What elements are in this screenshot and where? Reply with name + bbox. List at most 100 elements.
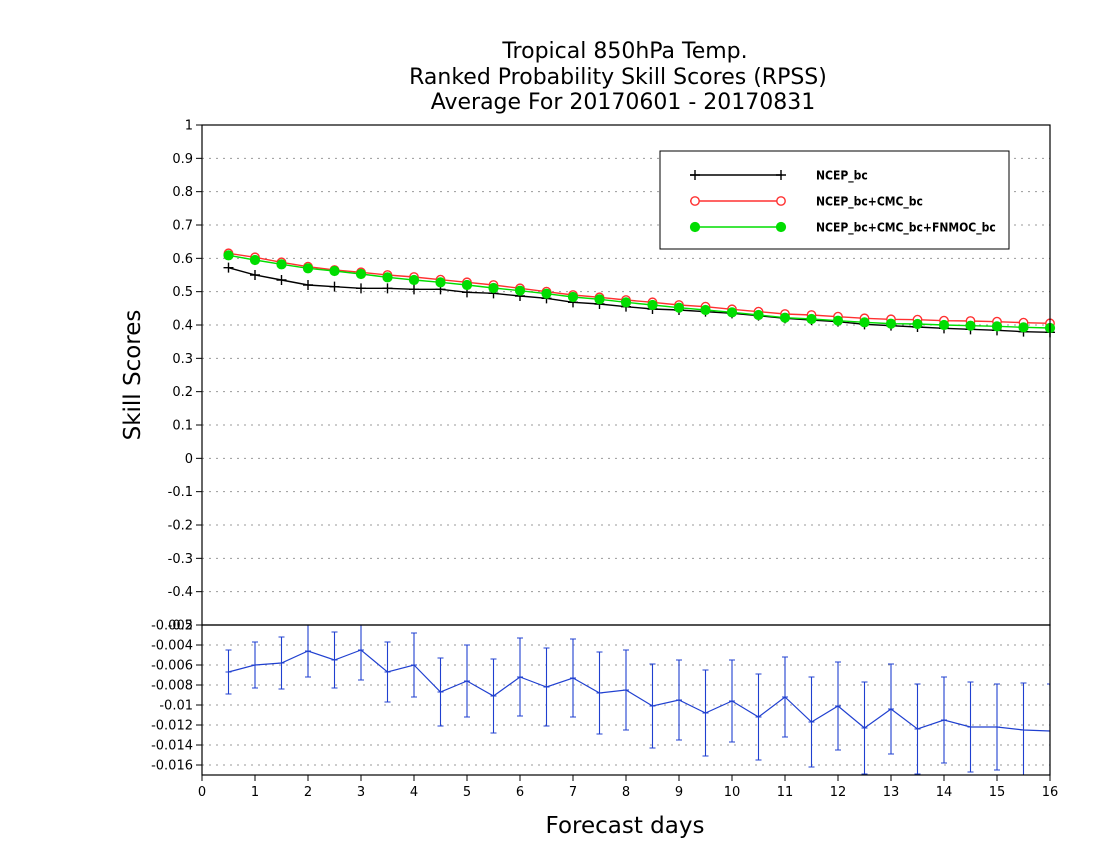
plus-marker bbox=[223, 262, 234, 273]
filled-circle-marker bbox=[689, 221, 701, 233]
error-bar bbox=[808, 676, 815, 768]
bottom-panel-frame bbox=[201, 624, 1051, 776]
filled-circle-marker bbox=[276, 259, 287, 270]
x-tick-label: 1 bbox=[251, 785, 259, 800]
plus-marker bbox=[690, 170, 700, 180]
error-bar bbox=[861, 681, 868, 775]
filled-circle-marker bbox=[700, 304, 711, 316]
top-panel-grid bbox=[202, 157, 1050, 593]
y-tick-label: -0.012 bbox=[151, 719, 193, 734]
legend-label: NCEP_bc+CMC_bc+FNMOC_bc bbox=[816, 221, 996, 236]
filled-circle-marker bbox=[488, 282, 499, 294]
filled-circle-marker bbox=[673, 302, 685, 313]
filled-circle-marker bbox=[408, 274, 420, 286]
x-tick-label: 4 bbox=[410, 785, 418, 800]
chart-title: Tropical 850hPa Temp. Ranked Probability… bbox=[409, 39, 827, 115]
filled-circle-marker bbox=[885, 318, 897, 329]
bottom-panel-series bbox=[225, 625, 1050, 775]
y-tick-label: 0.6 bbox=[172, 252, 193, 267]
plus-marker bbox=[276, 275, 287, 285]
y-tick-label: -0.006 bbox=[151, 659, 193, 674]
error-bar bbox=[914, 683, 921, 775]
filled-circle-marker bbox=[329, 265, 340, 277]
error-bar bbox=[437, 657, 444, 727]
filled-circle-marker bbox=[779, 312, 791, 323]
legend: NCEP_bc NCEP_bc+CMC_bc NCEP_bc+CMC_bc+FNMO… bbox=[659, 150, 1010, 250]
y-tick-label: -0.2 bbox=[168, 519, 193, 534]
legend-label: NCEP_bc+CMC_bc bbox=[816, 195, 923, 210]
y-tick-label: -0.1 bbox=[168, 485, 193, 500]
error-bar bbox=[517, 637, 523, 717]
title-line-2: Ranked Probability Skill Scores (RPSS) bbox=[409, 65, 827, 90]
filled-circle-marker bbox=[461, 279, 473, 291]
y-tick-label: -0.5 bbox=[168, 619, 193, 634]
error-bar bbox=[729, 659, 735, 743]
error-bar bbox=[490, 658, 497, 734]
filled-circle-marker bbox=[965, 320, 976, 331]
plus-marker bbox=[356, 283, 366, 294]
series-line bbox=[228, 266, 1051, 334]
y-tick-label: -0.004 bbox=[151, 639, 193, 654]
error-bar bbox=[543, 647, 550, 727]
filled-circle-marker bbox=[302, 263, 314, 274]
error-bar bbox=[649, 663, 656, 749]
y-axis-label: Skill Scores bbox=[120, 310, 146, 441]
y-tick-label: 0.2 bbox=[172, 385, 193, 400]
x-tick-label: 9 bbox=[675, 785, 683, 800]
legend-entry-NCEP_bc+CMC_bc+FNMOC_bc: NCEP_bc+CMC_bc+FNMOC_bc bbox=[689, 221, 996, 236]
filled-circle-marker bbox=[806, 313, 817, 325]
x-tick-label: 12 bbox=[830, 785, 847, 800]
filled-circle-marker bbox=[382, 272, 393, 283]
y-tick-label: 0 bbox=[185, 452, 193, 467]
filled-circle-marker bbox=[991, 321, 1003, 332]
y-tick-label: 0.7 bbox=[172, 219, 193, 234]
y-tick-label: -0.4 bbox=[168, 585, 193, 600]
error-bar bbox=[967, 681, 974, 773]
x-tick-label: 6 bbox=[516, 785, 524, 800]
x-tick-label: 8 bbox=[622, 785, 630, 800]
x-tick-label: 3 bbox=[357, 785, 365, 800]
error-bar bbox=[305, 625, 311, 678]
x-axis-label: Forecast days bbox=[546, 813, 705, 839]
filled-circle-marker bbox=[249, 254, 261, 266]
series-line bbox=[228, 649, 1050, 732]
x-axis-ticks: 0 1 2 3 4 5 6 7 8 9 10 11 12 13 14 15 16 bbox=[198, 775, 1058, 800]
plus-marker bbox=[329, 281, 340, 292]
error-bar bbox=[331, 631, 338, 689]
error-bar bbox=[278, 636, 285, 690]
series-NCEP_bc bbox=[223, 262, 1055, 338]
error-bar bbox=[994, 683, 1000, 771]
legend-entry-NCEP_bc: NCEP_bc bbox=[690, 169, 868, 184]
y-tick-label: -0.002 bbox=[151, 619, 193, 634]
filled-circle-marker bbox=[620, 297, 632, 308]
filled-circle-marker bbox=[541, 288, 552, 299]
bottom-panel-y-ticks: -0.016 -0.014 -0.012 -0.01 -0.008 -0.006 -0.00… bbox=[151, 619, 202, 774]
filled-circle-marker bbox=[355, 268, 367, 280]
plus-marker bbox=[382, 283, 393, 294]
error-bar bbox=[570, 638, 576, 718]
filled-circle-marker bbox=[912, 318, 923, 330]
series-NCEP_bc+CMC_bc bbox=[223, 248, 1055, 329]
error-bar bbox=[702, 669, 709, 757]
filled-circle-marker bbox=[775, 221, 787, 233]
difference-series bbox=[225, 625, 1050, 775]
error-bar bbox=[835, 661, 841, 751]
y-tick-label: 0.1 bbox=[172, 419, 193, 434]
error-bar bbox=[941, 676, 947, 764]
filled-circle-marker bbox=[859, 317, 870, 328]
y-tick-label: -0.01 bbox=[159, 699, 193, 714]
x-tick-label: 13 bbox=[883, 785, 900, 800]
title-line-1: Tropical 850hPa Temp. bbox=[501, 39, 747, 64]
error-bar bbox=[676, 659, 682, 741]
legend-entry-NCEP_bc+CMC_bc: NCEP_bc+CMC_bc bbox=[690, 195, 923, 210]
filled-circle-marker bbox=[435, 277, 446, 288]
top-panel-y-ticks: -0.5 -0.4 -0.3 -0.2 -0.1 0 0.1 0.2 0.3 0.4 0.5 0.6 0… bbox=[168, 119, 202, 634]
y-tick-label: -0.016 bbox=[151, 759, 193, 774]
error-bar bbox=[755, 673, 762, 761]
filled-circle-marker bbox=[223, 250, 234, 261]
y-tick-label: 0.3 bbox=[172, 352, 193, 367]
y-tick-label: 0.8 bbox=[172, 185, 193, 200]
filled-circle-marker bbox=[567, 291, 579, 303]
error-bar bbox=[596, 651, 603, 735]
legend-box bbox=[659, 150, 1010, 250]
